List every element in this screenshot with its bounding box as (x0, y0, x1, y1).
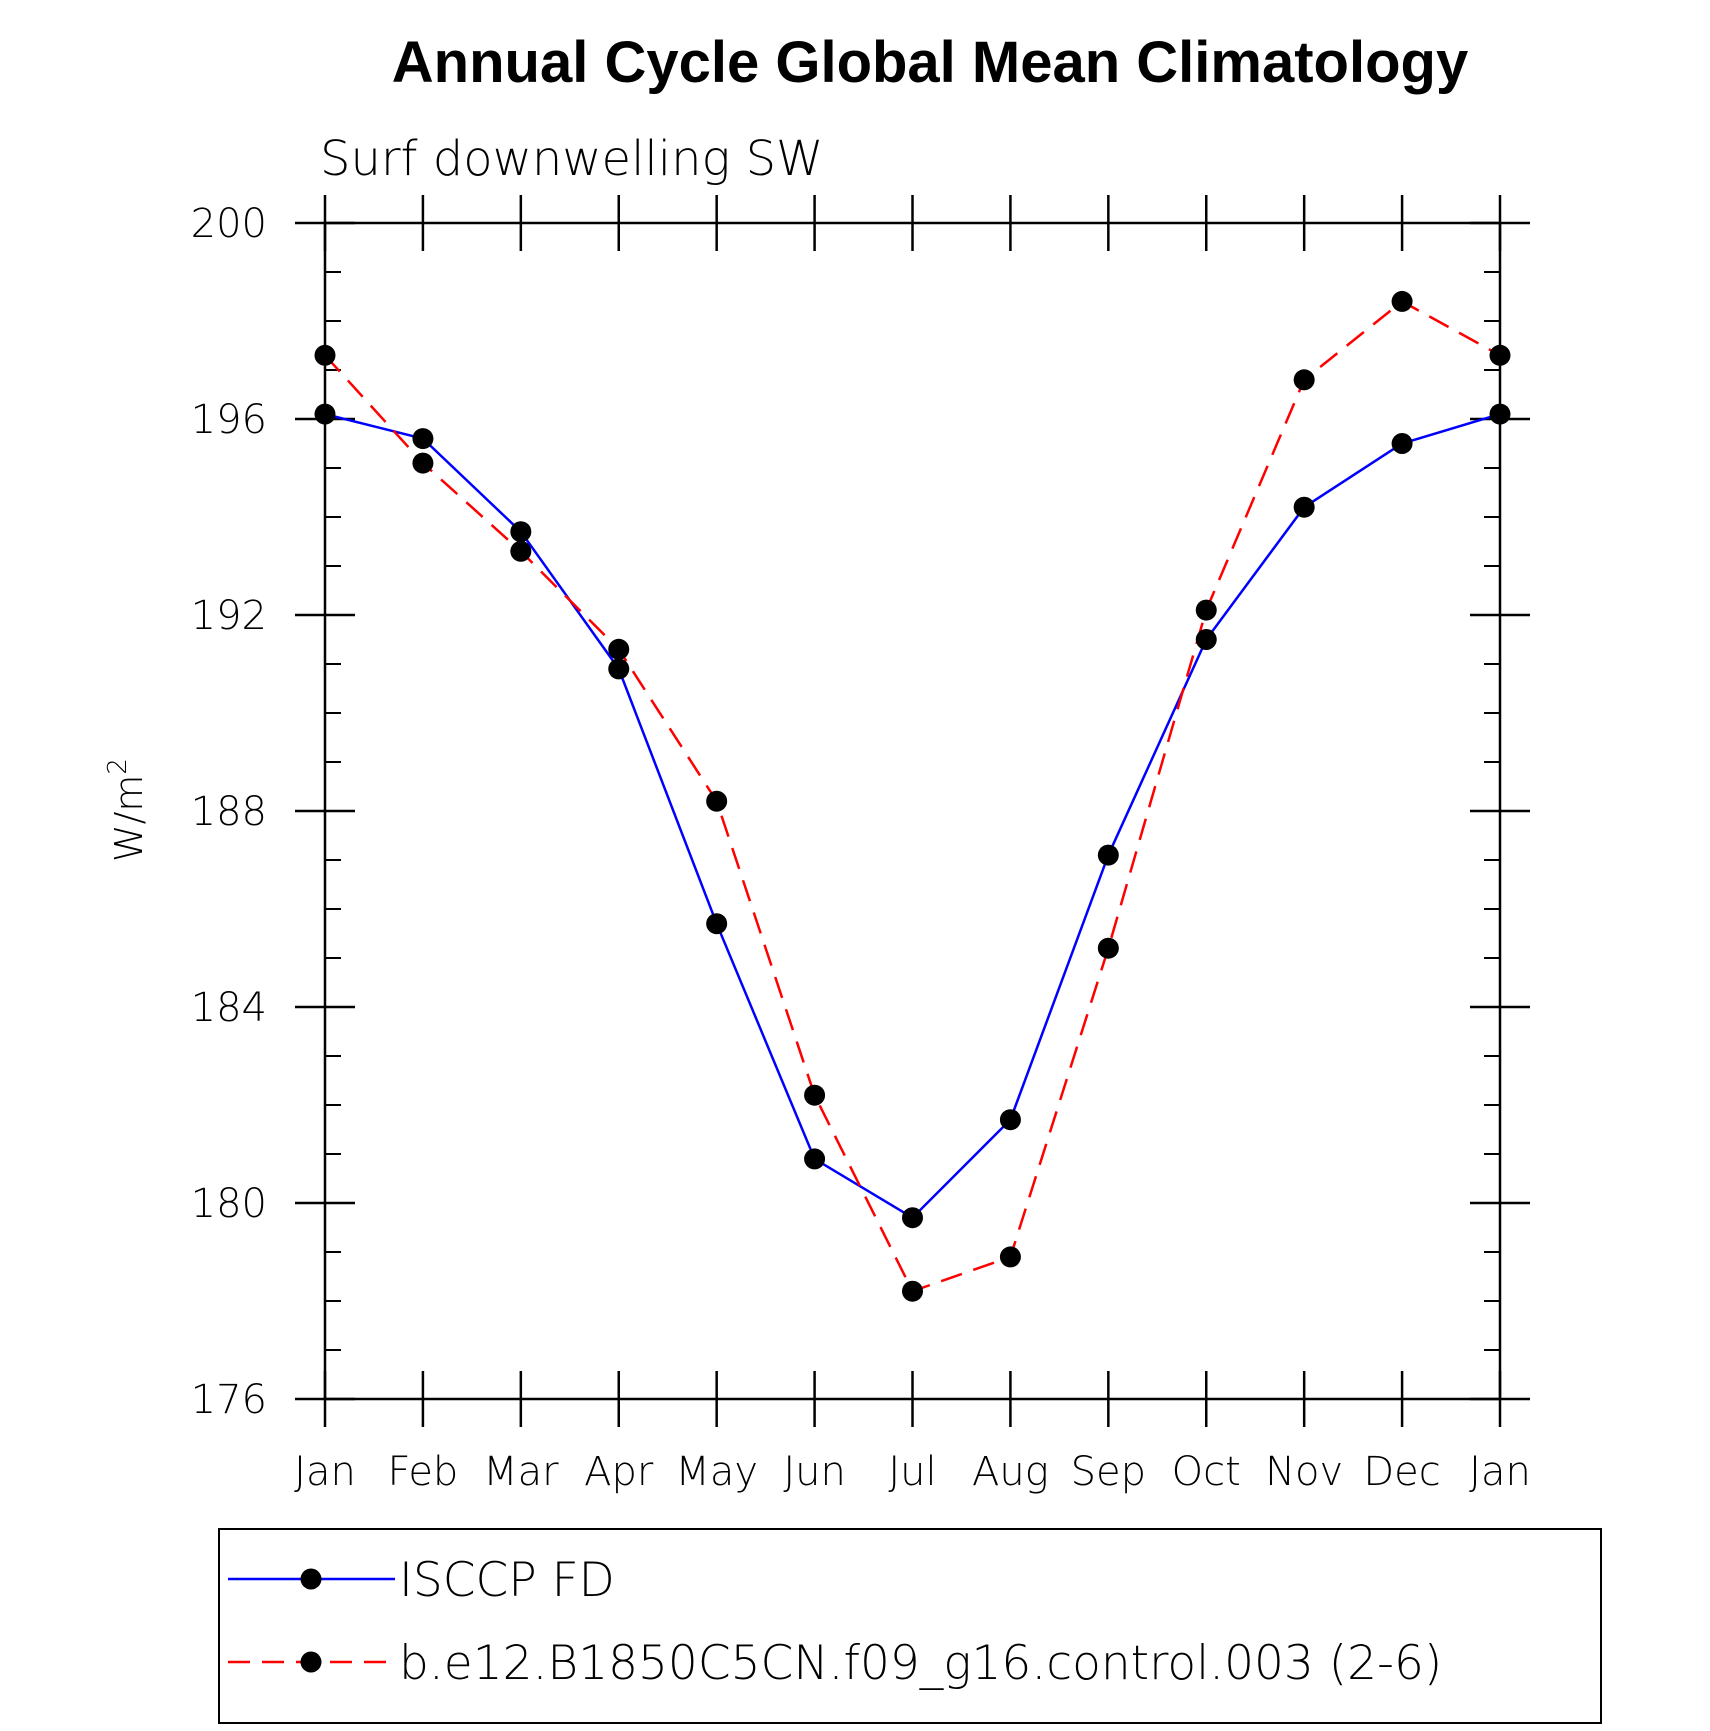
legend-label-2: b.e12.B1850C5CN.f09_g16.control.003 (2-6… (399, 1636, 1442, 1691)
series-2-point (706, 790, 728, 812)
legend: ISCCP FD b.e12.B1850C5CN.f09_g16.control.… (218, 1528, 1602, 1724)
series-2-point (1293, 369, 1315, 391)
legend-marker-1 (300, 1568, 322, 1590)
y-tick-label: 176 (191, 1377, 267, 1423)
y-tick-label: 184 (191, 985, 267, 1031)
series-1-point (1195, 629, 1217, 650)
y-axis-label-exponent: 2 (103, 758, 133, 775)
series-1-point (314, 403, 336, 425)
series-1-point (510, 521, 532, 543)
y-tick-label: 192 (191, 593, 267, 639)
x-tick-label: Sep (1071, 1449, 1146, 1495)
y-tick-label: 200 (191, 201, 267, 247)
y-tick-label: 196 (191, 397, 267, 443)
y-tick-label: 180 (191, 1181, 267, 1227)
series-1-point (706, 913, 728, 935)
chart-subtitle: Surf downwelling SW (320, 131, 824, 187)
series-layer (314, 290, 1511, 1302)
legend-marker-2 (300, 1651, 322, 1673)
legend-box (218, 1528, 1602, 1724)
x-tick-label: Feb (388, 1449, 459, 1495)
x-tick-label: May (675, 1449, 758, 1495)
x-tick-label: Jun (783, 1449, 846, 1495)
x-tick-label: Aug (972, 1449, 1049, 1495)
series-2-point (608, 638, 630, 660)
series-line-2 (324, 299, 1501, 1293)
series-2-point (1195, 599, 1217, 621)
series-1-point (412, 428, 434, 450)
series-1-point (608, 658, 630, 680)
y-axis-label-unit: W/m (107, 775, 151, 862)
series-2-point (804, 1084, 826, 1106)
x-tick-label: Jul (888, 1449, 936, 1495)
legend-label-1: ISCCP FD (399, 1553, 615, 1608)
series-2-point (1097, 937, 1119, 959)
series-2-point (902, 1280, 923, 1302)
series-1-point (804, 1148, 826, 1170)
series-2-point (510, 540, 532, 562)
chart-title: Annual Cycle Global Mean Climatology (392, 30, 1468, 95)
series-1-point (902, 1207, 923, 1229)
x-tick-label: Jan (1469, 1449, 1531, 1495)
x-tick-label: Nov (1265, 1449, 1343, 1495)
series-1-point (1489, 403, 1511, 425)
series-1-point (1391, 433, 1413, 454)
series-2-point (999, 1246, 1021, 1268)
x-tick-label: Oct (1172, 1449, 1241, 1495)
series-2-point (412, 452, 434, 474)
series-1-point (999, 1109, 1021, 1131)
x-tick-label: Jan (294, 1449, 356, 1495)
x-tick-label: Dec (1363, 1449, 1440, 1495)
x-tick-label: Apr (584, 1449, 654, 1495)
series-2-point (1391, 290, 1413, 312)
y-axis-label: W/m2 (103, 758, 151, 862)
series-1-point (1097, 844, 1119, 866)
x-tick-label: Mar (483, 1449, 559, 1495)
y-tick-label: 188 (191, 789, 267, 835)
axes: Jan Feb Mar Apr May Jun Jul Aug Sep Oct Nov Dec Jan 1… (191, 195, 1531, 1495)
series-2-point (1489, 344, 1511, 366)
series-2-point (314, 344, 336, 366)
series-1-point (1293, 496, 1315, 518)
